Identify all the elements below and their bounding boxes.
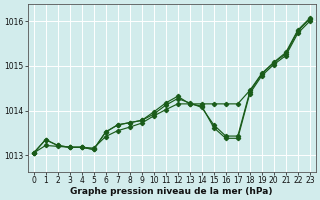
X-axis label: Graphe pression niveau de la mer (hPa): Graphe pression niveau de la mer (hPa): [70, 187, 273, 196]
